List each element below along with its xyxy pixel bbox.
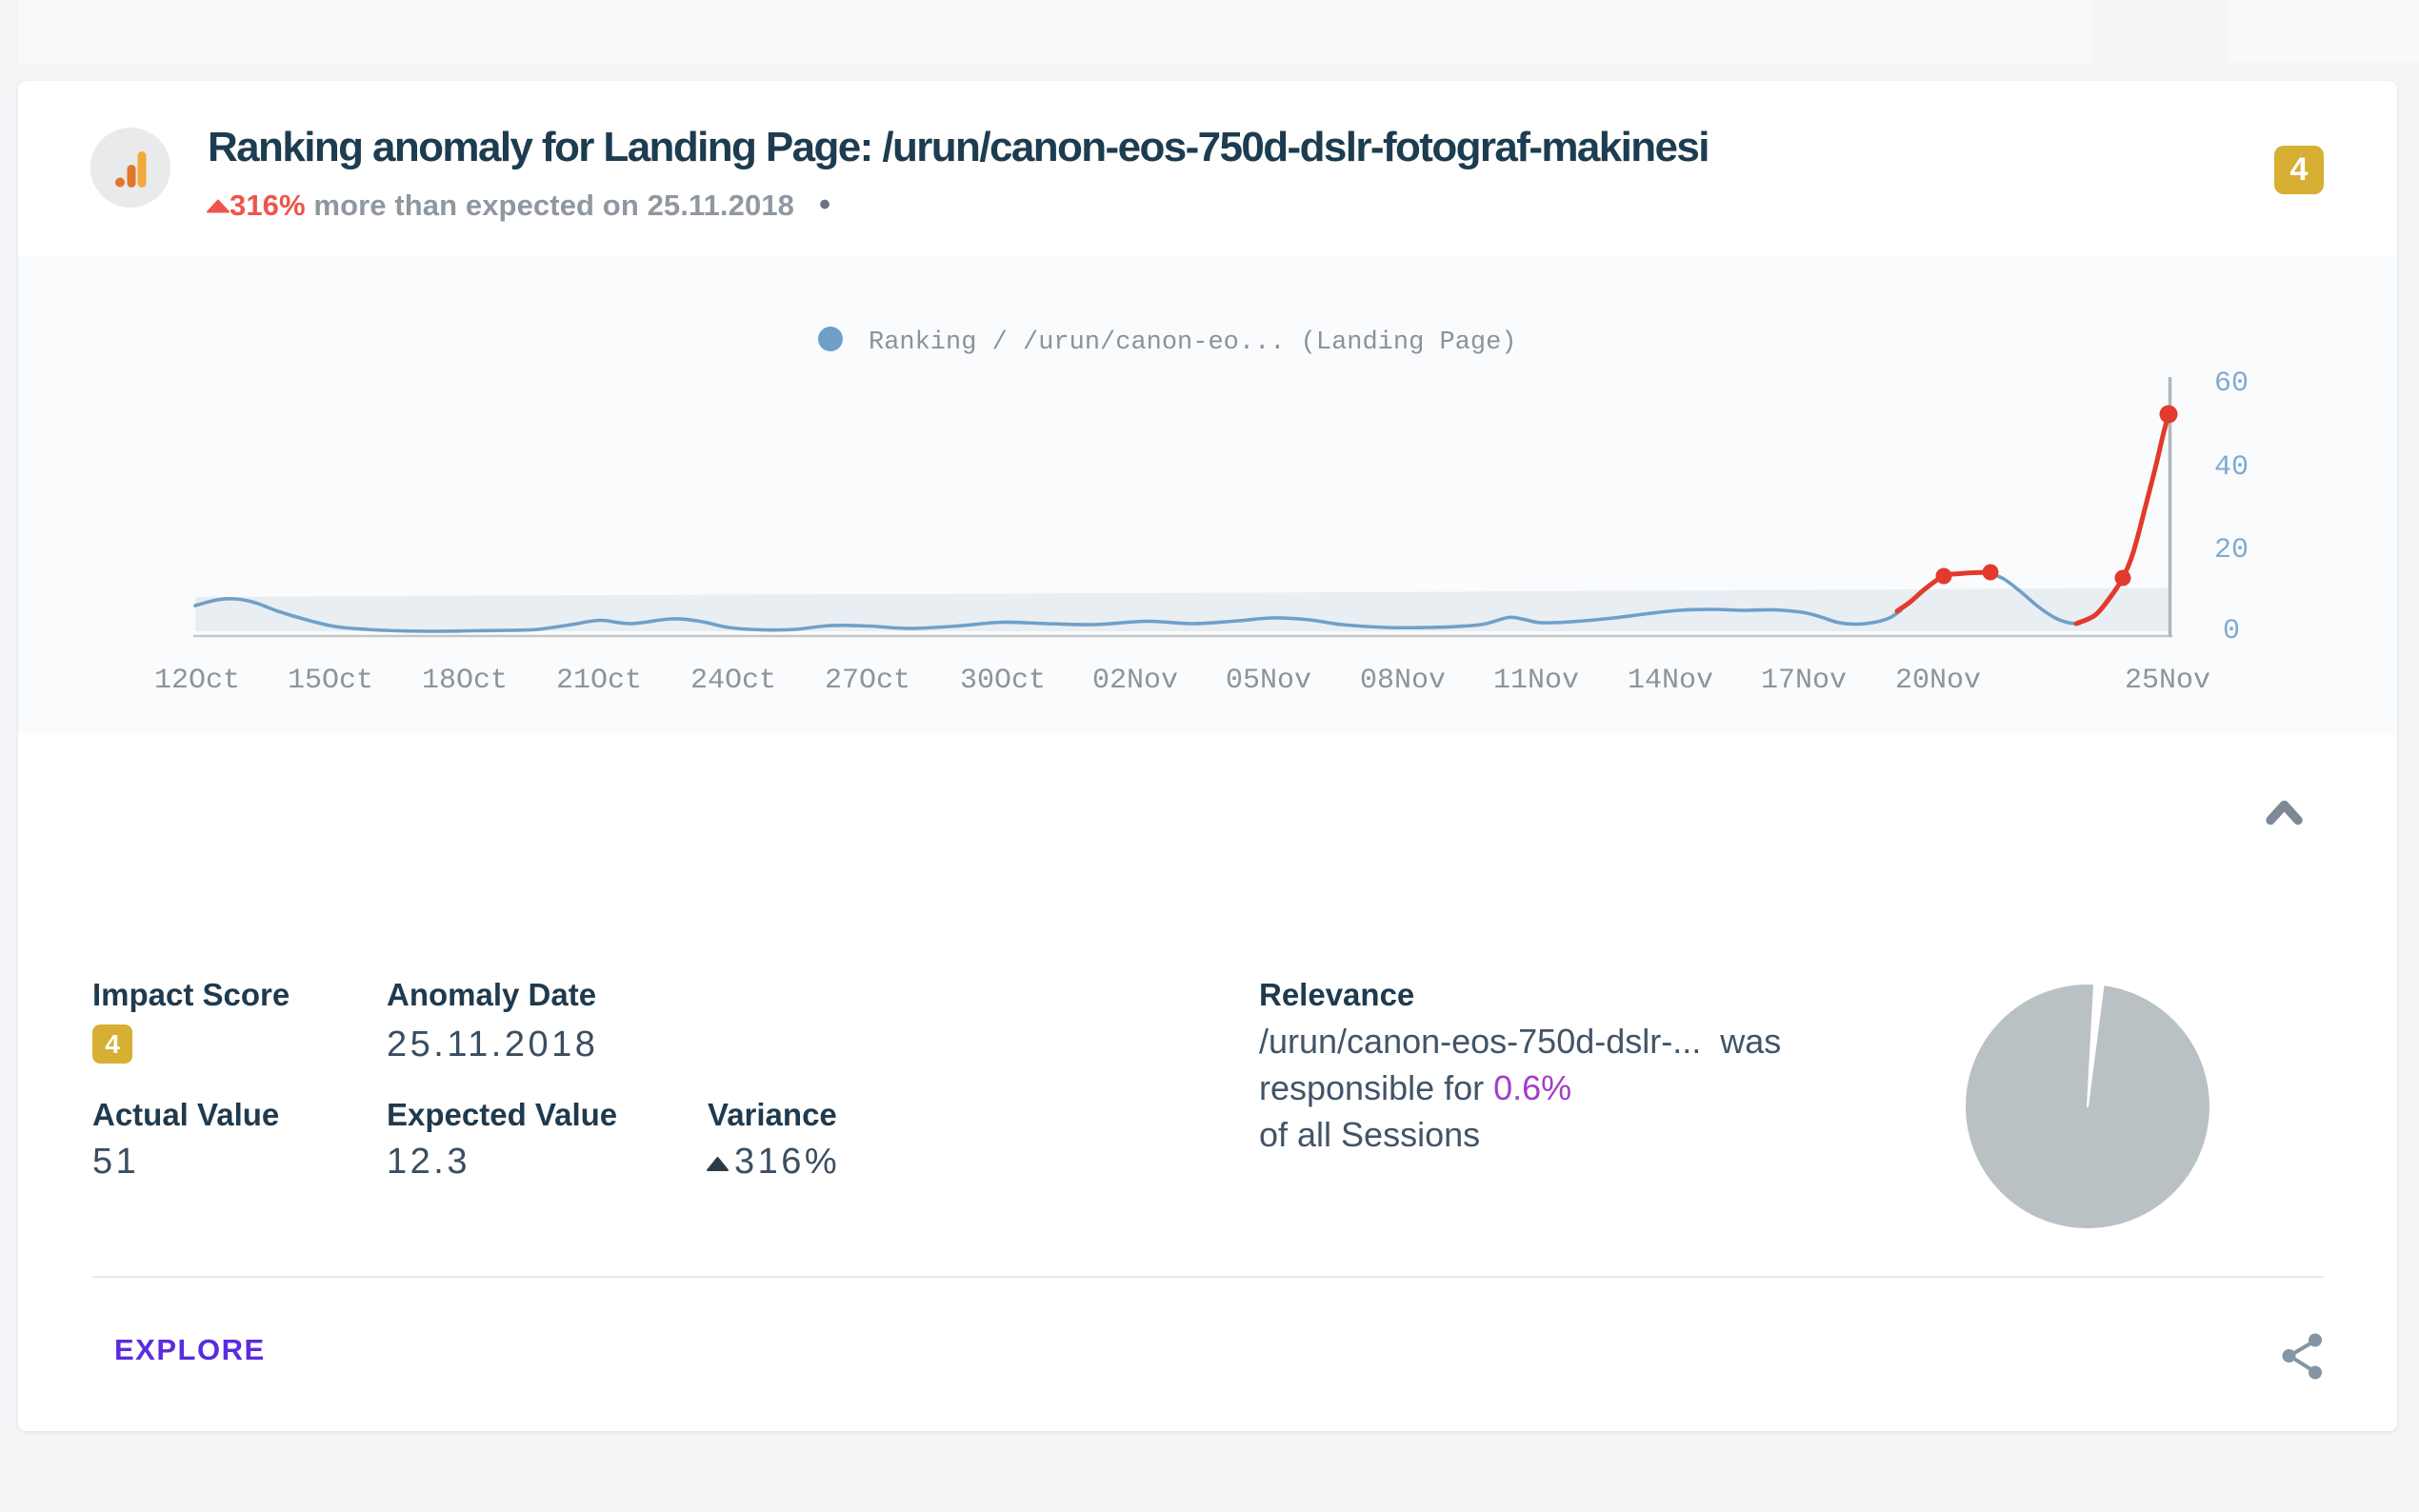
svg-text:25Nov: 25Nov (2125, 665, 2210, 697)
svg-text:05Nov: 05Nov (1226, 665, 1311, 697)
svg-text:20: 20 (2214, 534, 2249, 567)
svg-text:30Oct: 30Oct (960, 665, 1046, 697)
svg-text:12Oct: 12Oct (154, 665, 240, 697)
svg-text:15Oct: 15Oct (288, 665, 373, 697)
svg-text:08Nov: 08Nov (1360, 665, 1446, 697)
svg-text:14Nov: 14Nov (1628, 665, 1713, 697)
svg-text:Ranking / /urun/canon-eo... (L: Ranking / /urun/canon-eo... (Landing Pag… (869, 328, 1517, 357)
svg-text:21Oct: 21Oct (556, 665, 642, 697)
svg-text:02Nov: 02Nov (1092, 665, 1178, 697)
svg-text:17Nov: 17Nov (1761, 665, 1847, 697)
svg-text:27Oct: 27Oct (825, 665, 910, 697)
svg-text:11Nov: 11Nov (1493, 665, 1579, 697)
svg-text:40: 40 (2214, 451, 2249, 484)
svg-text:18Oct: 18Oct (422, 665, 508, 697)
svg-text:24Oct: 24Oct (690, 665, 776, 697)
svg-text:20Nov: 20Nov (1895, 665, 1981, 697)
svg-text:60: 60 (2214, 368, 2249, 400)
svg-text:0: 0 (2223, 615, 2240, 647)
